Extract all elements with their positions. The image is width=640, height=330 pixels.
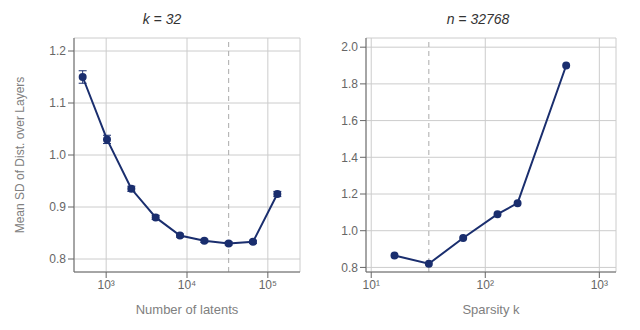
- svg-text:2.0: 2.0: [341, 40, 358, 54]
- svg-text:10¹: 10¹: [363, 278, 380, 292]
- svg-text:0.8: 0.8: [49, 252, 66, 266]
- svg-text:1.2: 1.2: [49, 44, 66, 58]
- svg-text:0.9: 0.9: [49, 200, 66, 214]
- svg-text:1.1: 1.1: [49, 96, 66, 110]
- svg-text:1.0: 1.0: [49, 148, 66, 162]
- svg-text:1.8: 1.8: [341, 77, 358, 91]
- html-text:n = 32768: n = 32768: [446, 11, 510, 27]
- svg-text:1.6: 1.6: [341, 114, 358, 128]
- svg-text:0.8: 0.8: [341, 261, 358, 275]
- svg-text:1.4: 1.4: [341, 151, 358, 165]
- svg-text:10⁵: 10⁵: [259, 278, 277, 292]
- svg-text:Number of latents: Number of latents: [136, 302, 239, 317]
- svg-text:10³: 10³: [97, 278, 114, 292]
- html-text:k = 32: k = 32: [142, 11, 182, 27]
- svg-text:Mean SD of Dist. over Layers: Mean SD of Dist. over Layers: [13, 77, 27, 234]
- svg-text:10²: 10²: [477, 278, 494, 292]
- svg-text:Sparsity k: Sparsity k: [462, 302, 520, 317]
- svg-text:1.0: 1.0: [341, 224, 358, 238]
- svg-text:10⁴: 10⁴: [178, 278, 197, 292]
- svg-text:1.2: 1.2: [341, 187, 358, 201]
- svg-text:10³: 10³: [591, 278, 608, 292]
